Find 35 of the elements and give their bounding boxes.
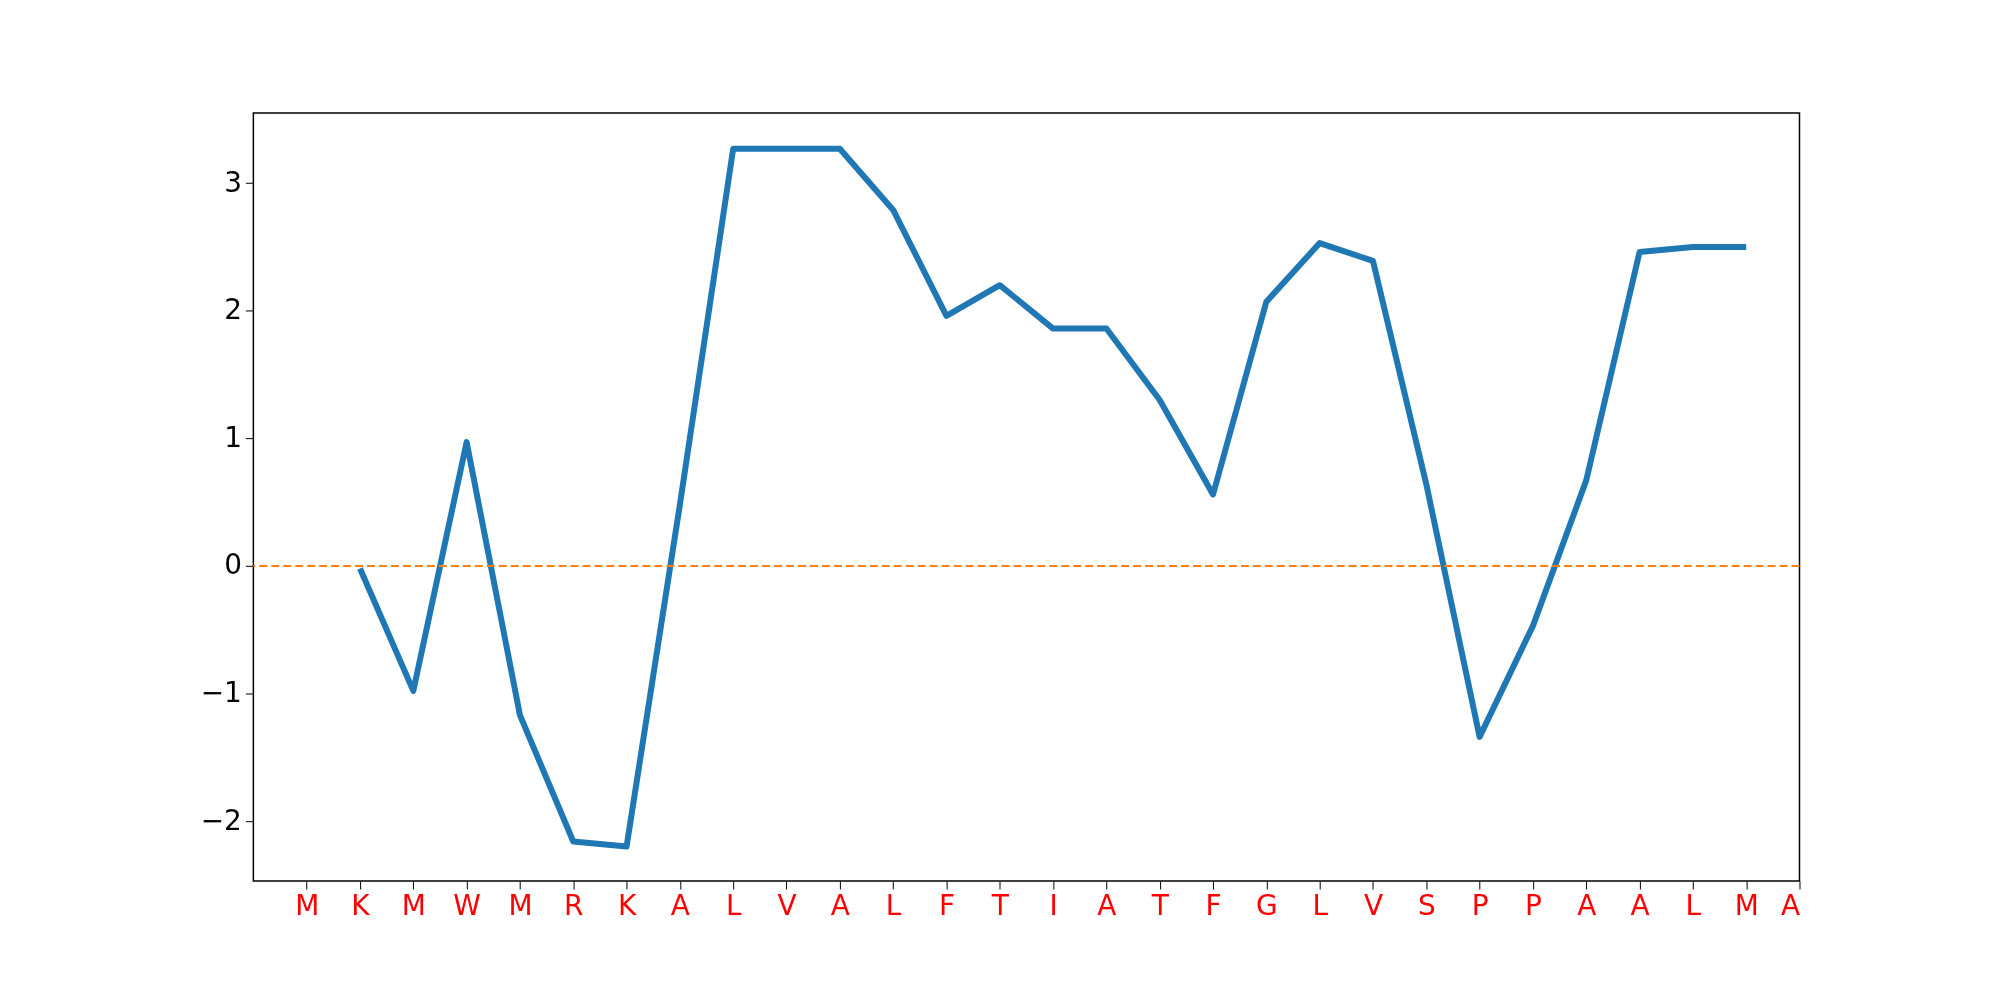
x-tick-label: M (508, 889, 533, 923)
y-tick-label: −2 (200, 803, 242, 837)
x-tick-label: L (1312, 889, 1329, 923)
x-tick-label: F (938, 889, 955, 923)
x-tick-label: K (617, 889, 637, 923)
x-tick-label: R (564, 889, 584, 923)
x-tick-label: L (1685, 889, 1702, 923)
x-tick-label: P (1525, 889, 1542, 923)
x-tick-label: A (1577, 889, 1597, 923)
x-tick-label: S (1417, 889, 1436, 923)
x-tick-label: M (1734, 889, 1759, 923)
x-tick-label: M (295, 889, 320, 923)
x-tick-label: A (1097, 889, 1117, 923)
y-tick-label: 1 (224, 420, 242, 454)
x-tick-label: K (351, 889, 371, 923)
x-tick-label: T (1150, 889, 1170, 923)
x-tick-label: W (453, 889, 481, 923)
y-tick-label: 0 (224, 548, 242, 582)
x-tick-label: T (990, 889, 1010, 923)
y-tick-label: 2 (224, 293, 242, 327)
x-tick-label: V (777, 889, 797, 923)
x-tick-label: P (1471, 889, 1489, 923)
y-tick-label: 3 (224, 165, 242, 199)
x-tick-label: F (1205, 889, 1222, 923)
x-tick-label: A (830, 889, 850, 923)
x-tick-label: V (1363, 889, 1384, 923)
x-tick-label: A (670, 889, 690, 923)
x-tick-label: A (1780, 889, 1800, 923)
x-tick-label: L (725, 889, 742, 923)
x-tick-label: I (1049, 889, 1058, 923)
y-tick-label: −1 (200, 675, 242, 709)
x-tick-label: G (1256, 889, 1278, 923)
x-tick-label: L (885, 889, 902, 923)
x-tick-label: A (1630, 889, 1650, 923)
x-tick-label: M (401, 889, 426, 923)
